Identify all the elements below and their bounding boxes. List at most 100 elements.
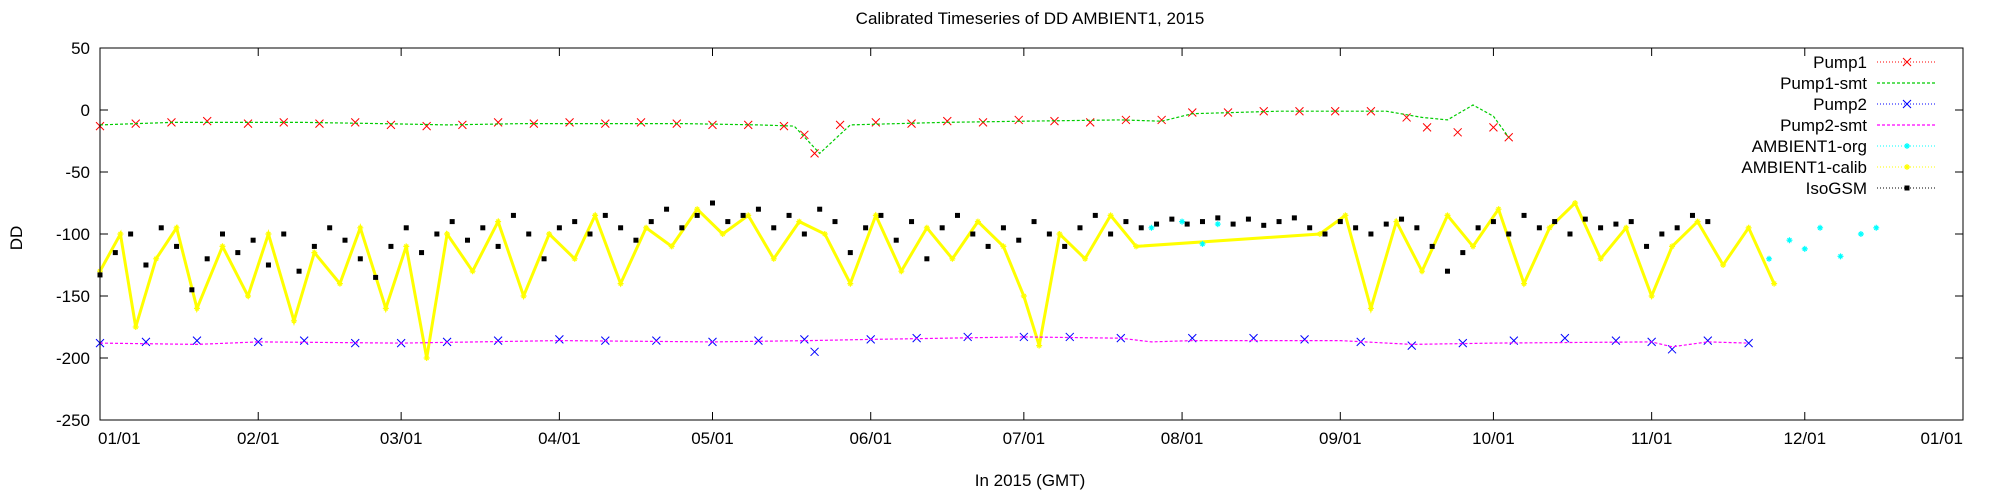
isogsm-point: [1628, 219, 1634, 225]
pump1-point: [871, 118, 881, 127]
isogsm-point: [1322, 231, 1328, 237]
isogsm-point: [189, 287, 195, 293]
pump1-point: [315, 119, 324, 128]
isogsm-point: [817, 206, 823, 212]
series-pump1-smt: [99, 104, 1510, 155]
ambient1-calib-point: [1495, 206, 1502, 213]
series-pump2: [95, 332, 1753, 357]
pump2-point: [141, 337, 151, 347]
ambient1-calib-point: [1036, 342, 1043, 349]
ambient1-calib-point: [520, 293, 527, 299]
isogsm-point: [878, 212, 884, 218]
isogsm-point: [1460, 250, 1466, 256]
ambient1-calib-point: [357, 224, 364, 231]
ambient1-calib-point: [1316, 231, 1323, 237]
isogsm-point: [1582, 216, 1588, 222]
isogsm-point: [1552, 219, 1558, 225]
legend-label-isogsm: IsoGSM: [1806, 179, 1867, 198]
ambient1-calib-point: [423, 355, 430, 361]
pump1-point: [1330, 106, 1340, 116]
x-tick-label: 04/01: [538, 429, 581, 448]
legend-label-pump2-smt: Pump2-smt: [1780, 116, 1867, 135]
isogsm-point: [694, 212, 700, 218]
pump2-point: [555, 335, 564, 344]
isogsm-point: [679, 225, 685, 231]
ambient1-calib-point: [245, 293, 252, 299]
ambient1-calib-point: [219, 243, 226, 250]
ambient1-calib-point: [719, 231, 726, 237]
ambient1-calib-point: [694, 206, 701, 213]
isogsm-point: [1705, 219, 1711, 225]
y-axis-label: DD: [7, 226, 26, 251]
ambient1-calib-point: [1418, 268, 1425, 275]
axes-layer: 50 0 -50 -100 -150 -200 -250 01/01 02/01 03/01 04/…: [56, 39, 1964, 448]
isogsm-point: [1307, 225, 1313, 231]
isogsm-point: [158, 225, 164, 231]
isogsm-point: [1414, 225, 1420, 231]
pump1-point: [493, 118, 503, 127]
isogsm-point: [618, 225, 624, 231]
series-pump1: [95, 106, 1514, 158]
isogsm-point: [1383, 221, 1389, 227]
pump2-point: [493, 336, 503, 345]
ambient1-org-point: [1148, 224, 1155, 231]
pump2-point: [1065, 332, 1075, 342]
pump1-point: [800, 130, 809, 140]
isogsm-point: [1016, 237, 1022, 243]
ambient1-org-point: [1766, 255, 1773, 262]
ambient1-calib-point: [1572, 200, 1579, 206]
isogsm-point: [281, 231, 287, 237]
isogsm-point: [1613, 221, 1619, 227]
ambient1-calib-point: [923, 224, 930, 231]
ambient1-calib-point: [1546, 224, 1553, 231]
ambient1-calib-point: [898, 268, 905, 275]
isogsm-point: [1598, 225, 1604, 231]
pump2-point: [1744, 338, 1753, 348]
isogsm-point: [924, 256, 930, 262]
isogsm-point: [1169, 216, 1175, 222]
isogsm-point: [449, 219, 455, 225]
isogsm-point: [128, 231, 134, 237]
isogsm-point: [219, 231, 225, 237]
ambient1-calib-point: [1597, 255, 1604, 262]
y-tick-label: 0: [81, 101, 90, 120]
isogsm-point: [434, 231, 440, 237]
isogsm-point: [174, 243, 180, 249]
ambient1-calib-point: [1342, 212, 1349, 219]
isogsm-point: [909, 219, 915, 225]
isogsm-point: [250, 237, 256, 243]
ambient1-calib-point: [1107, 212, 1114, 219]
pump2-point: [1703, 336, 1713, 345]
isogsm-point: [1674, 225, 1680, 231]
y-tick-label: -250: [56, 411, 90, 430]
pump1-smt-line: [99, 104, 1510, 155]
isogsm-point: [1184, 221, 1190, 227]
isogsm-point: [1475, 225, 1481, 231]
legend: Pump1 Pump1-smt Pump2 Pump2-smt AMBIENT1-org…: [1741, 53, 1937, 198]
x-tick-label: 10/01: [1472, 429, 1515, 448]
ambient1-calib-point: [265, 231, 272, 237]
isogsm-point: [143, 262, 149, 268]
ambient1-calib-point: [643, 224, 650, 231]
isogsm-point: [357, 256, 363, 262]
pump1-point: [1085, 118, 1095, 127]
isogsm-point: [1337, 219, 1343, 225]
isogsm-point: [541, 256, 547, 262]
ambient1-org-point: [1801, 245, 1808, 252]
legend-marker-ambient1-org: [1904, 143, 1910, 149]
pump2-point: [800, 335, 809, 344]
isogsm-point: [847, 250, 853, 256]
series-isogsm: [97, 200, 1711, 293]
series-ambient1-calib: [97, 200, 1778, 361]
isogsm-point: [464, 237, 470, 243]
ambient1-calib-point: [1648, 293, 1655, 299]
pump1-point: [743, 120, 753, 130]
ambient1-calib-point: [1771, 280, 1778, 287]
ambient1-calib-point: [821, 231, 828, 237]
ambient1-calib-point: [847, 280, 854, 287]
isogsm-point: [1077, 225, 1083, 231]
isogsm-point: [1123, 219, 1129, 225]
isogsm-point: [342, 237, 348, 243]
ambient1-calib-point: [668, 243, 675, 250]
